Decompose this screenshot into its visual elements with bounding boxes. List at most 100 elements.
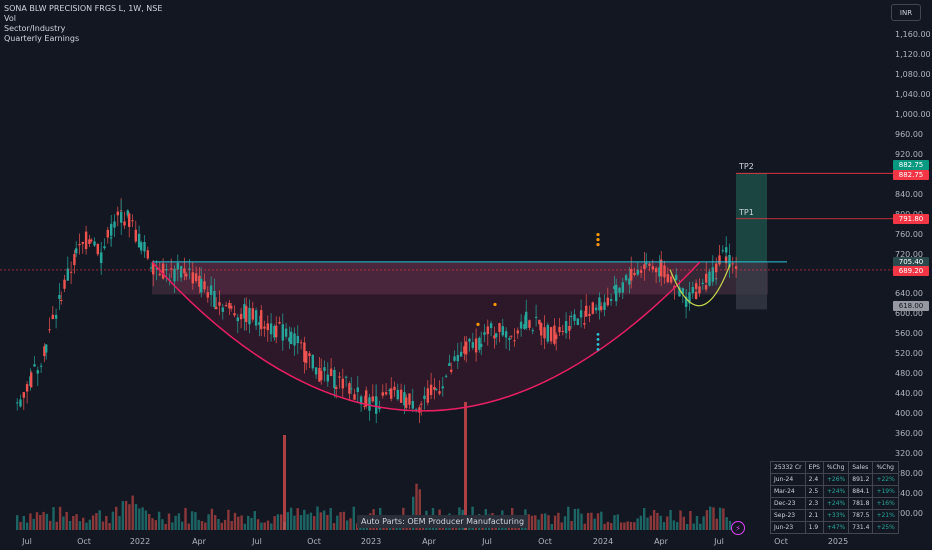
candle-body (408, 393, 411, 405)
candle-body (260, 310, 263, 330)
tp1-price-tag: 791.80 (893, 214, 929, 224)
volume-bar (88, 519, 91, 530)
candle-body (459, 351, 463, 357)
lightning-icon[interactable]: ⚡ (731, 521, 745, 535)
volume-bar (233, 512, 237, 530)
candle-body (381, 392, 384, 396)
price-tick: 640.00 (895, 289, 923, 299)
volume-bar (560, 522, 563, 530)
volume-spike (283, 435, 286, 530)
candle-body (281, 324, 284, 341)
candle-body (384, 392, 388, 395)
currency-button[interactable]: INR (891, 4, 921, 21)
candle-body (694, 291, 698, 300)
candle-body (711, 267, 714, 282)
candle-body (510, 335, 513, 337)
candle-body (688, 292, 691, 304)
candle-body (456, 355, 459, 362)
volume-bar (603, 523, 606, 530)
candle-body (639, 270, 643, 273)
candle-body (143, 242, 146, 252)
candle-body (344, 376, 348, 378)
volume-bar (309, 512, 313, 530)
volume-bar (19, 521, 22, 530)
volume-bar (649, 515, 652, 530)
candle-body (715, 263, 718, 273)
volume-bar (669, 510, 672, 530)
candle-body (248, 307, 251, 325)
sector-label[interactable]: Auto Parts: OEM Producer Manufacturing (357, 515, 529, 528)
candle-body (78, 244, 81, 246)
signal-dot (596, 332, 600, 336)
candle-body (624, 275, 628, 281)
volume-bar (121, 501, 124, 530)
volume-bar (138, 508, 141, 530)
candle-body (120, 211, 123, 223)
candle-body (69, 271, 73, 273)
volume-bar (263, 522, 266, 530)
candle-body (323, 367, 326, 371)
date-tick: Jul (714, 537, 724, 546)
sales-change: +16% (872, 497, 899, 510)
candle-body (375, 397, 378, 414)
candle-body (433, 387, 436, 390)
candle-body (531, 330, 534, 332)
candle-body (116, 211, 119, 216)
volume-bar (656, 512, 659, 530)
candle-body (66, 268, 69, 281)
candle-body (73, 254, 76, 266)
volume-bar (296, 508, 299, 530)
candle-body (666, 274, 669, 283)
candle-body (636, 269, 639, 275)
candle-body (161, 263, 165, 279)
date-tick: Jul (482, 537, 492, 546)
candle-body (43, 346, 46, 357)
volume-bar (303, 509, 306, 530)
candle-body (266, 323, 269, 331)
candle-body (618, 287, 621, 293)
candle-body (480, 344, 483, 347)
date-tick: Jul (22, 537, 32, 546)
candle-body (568, 326, 571, 331)
eps-change: +33% (822, 509, 850, 522)
candle-body (390, 388, 393, 399)
candle-body (194, 273, 198, 281)
volume-bar (577, 508, 580, 530)
candle-body (486, 326, 489, 335)
legend-earnings[interactable]: Quarterly Earnings (4, 34, 80, 43)
candle-body (198, 275, 201, 287)
price-tick: 1,080.00 (895, 69, 931, 79)
volume-bar (550, 524, 553, 530)
candle-body (483, 332, 486, 335)
volume-bar (256, 519, 260, 530)
volume-bar (253, 511, 256, 530)
earnings-table: 25332 Cr EPS %Chg Sales %Chg Jun-24 2.4 … (770, 461, 899, 534)
candle-body (583, 323, 586, 325)
volume-bar (412, 496, 415, 530)
candle-body (308, 353, 311, 356)
legend-volume[interactable]: Vol (4, 14, 16, 23)
volume-bar (286, 512, 289, 530)
legend-sector[interactable]: Sector/Industry (4, 24, 66, 33)
candle-body (140, 242, 143, 251)
candle-body (396, 389, 399, 400)
symbol-title[interactable]: SONA BLW PRECISION FRGS L, 1W, NSE (4, 4, 163, 13)
volume-bar (349, 518, 352, 530)
price-tick: 600.00 (895, 309, 923, 319)
candle-body (273, 326, 276, 338)
candle-body (538, 319, 541, 325)
candle-body (215, 306, 218, 310)
price-tick: 360.00 (895, 429, 923, 439)
sales: 731.4 (848, 521, 874, 534)
price-tick: 960.00 (895, 129, 923, 139)
candle-body (173, 268, 176, 282)
candle-body (134, 229, 137, 242)
candle-body (224, 305, 228, 307)
sales: 781.8 (848, 497, 874, 510)
volume-bar (49, 520, 52, 530)
volume-bar (108, 523, 111, 530)
candle-body (708, 271, 711, 286)
volume-bar (217, 519, 220, 530)
candle-body (371, 396, 374, 402)
